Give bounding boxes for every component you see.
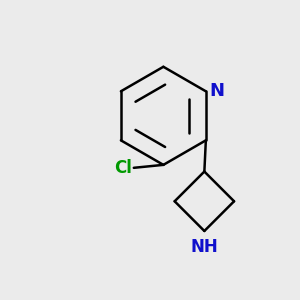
Text: NH: NH bbox=[190, 238, 218, 256]
Text: N: N bbox=[210, 82, 225, 100]
Text: Cl: Cl bbox=[114, 159, 132, 177]
